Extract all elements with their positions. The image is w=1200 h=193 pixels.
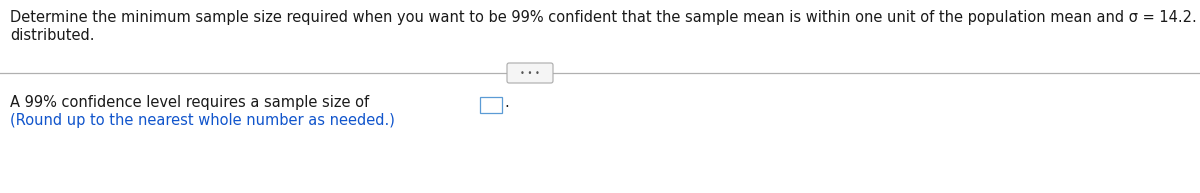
Text: .: . <box>504 95 509 110</box>
Text: • • •: • • • <box>520 69 540 78</box>
Text: Determine the minimum sample size required when you want to be 99% confident tha: Determine the minimum sample size requir… <box>10 10 1200 25</box>
FancyBboxPatch shape <box>480 97 503 113</box>
FancyBboxPatch shape <box>508 63 553 83</box>
Text: (Round up to the nearest whole number as needed.): (Round up to the nearest whole number as… <box>10 113 395 128</box>
Text: distributed.: distributed. <box>10 28 95 43</box>
Text: A 99% confidence level requires a sample size of: A 99% confidence level requires a sample… <box>10 95 373 110</box>
